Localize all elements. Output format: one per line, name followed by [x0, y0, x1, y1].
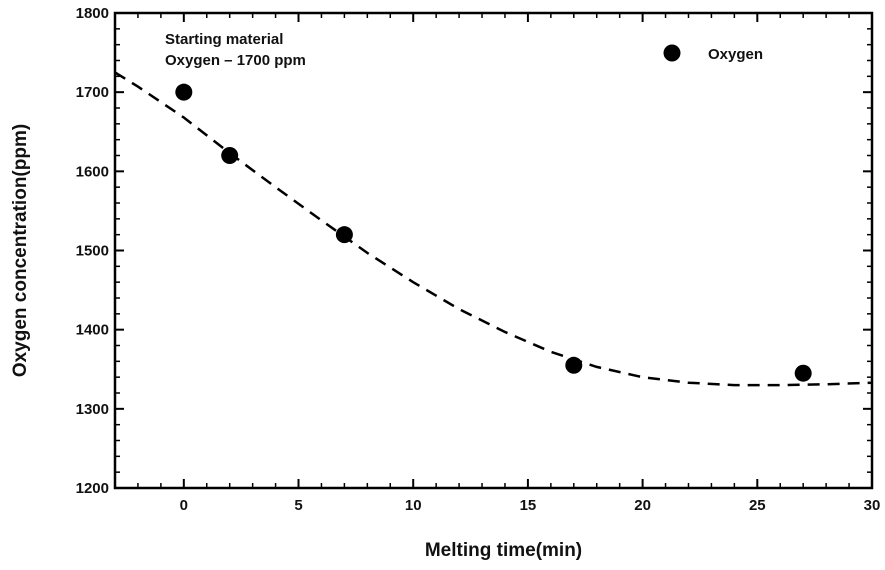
data-points	[175, 83, 812, 382]
axes	[113, 11, 874, 490]
y-tick-label: 1500	[76, 243, 109, 260]
x-tick-label: 15	[520, 497, 537, 514]
y-tick-label: 1300	[76, 401, 109, 418]
x-tick-label: 20	[634, 497, 651, 514]
legend-label: Oxygen	[708, 46, 763, 63]
x-tick-label: 25	[749, 497, 766, 514]
y-tick-label: 1700	[76, 84, 109, 101]
y-tick-label: 1200	[76, 480, 109, 497]
data-point	[221, 147, 239, 164]
fit-curve-group	[114, 71, 873, 387]
y-tick-label: 1600	[76, 163, 109, 180]
plot-frame	[113, 11, 874, 490]
legend-marker	[663, 44, 681, 62]
data-point	[335, 226, 353, 244]
annotation-starting-material: Starting material	[165, 31, 283, 48]
fit-curve	[114, 71, 873, 387]
data-point	[565, 356, 583, 374]
x-axis-label: Melting time(min)	[425, 540, 582, 561]
ticks: 0 5 10 15 20 25 30 1200 1300 1400 1500 1600 1700 1800	[76, 5, 881, 514]
chart-text: Melting time(min) Oxygen concentration(pp…	[10, 31, 763, 561]
data-point	[175, 83, 193, 101]
data-point	[794, 364, 812, 382]
x-tick-label: 0	[180, 497, 188, 514]
y-tick-label: 1800	[76, 5, 109, 22]
x-tick-label: 5	[294, 497, 302, 514]
x-tick-label: 30	[864, 497, 881, 514]
x-tick-label: 10	[405, 497, 422, 514]
annotation-oxygen-level: Oxygen – 1700 ppm	[165, 52, 306, 69]
y-axis-label: Oxygen concentration(ppm)	[10, 124, 31, 377]
y-tick-label: 1400	[76, 322, 109, 339]
